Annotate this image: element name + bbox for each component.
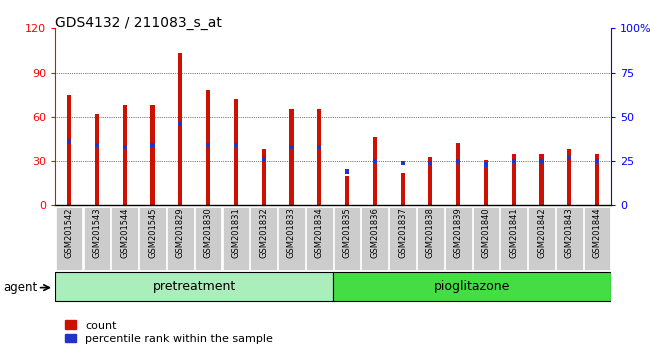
Bar (428, 156, 432, 205)
FancyBboxPatch shape (417, 207, 444, 270)
Text: GSM201836: GSM201836 (370, 207, 380, 258)
FancyBboxPatch shape (473, 207, 499, 270)
Text: GSM201839: GSM201839 (454, 207, 463, 258)
FancyBboxPatch shape (500, 207, 527, 270)
Legend: count, percentile rank within the sample: count, percentile rank within the sample (61, 316, 278, 348)
Bar (178, 122, 183, 126)
Bar (95, 143, 99, 147)
Bar (67, 95, 72, 205)
Bar (567, 155, 571, 160)
FancyBboxPatch shape (139, 207, 166, 270)
Text: GSM201835: GSM201835 (343, 207, 352, 258)
Bar (261, 149, 266, 205)
Bar (595, 154, 599, 205)
Text: GSM201841: GSM201841 (509, 207, 518, 258)
Bar (540, 159, 543, 163)
Bar (261, 157, 266, 161)
Text: GSM201840: GSM201840 (482, 207, 491, 258)
Text: GSM201834: GSM201834 (315, 207, 324, 258)
Bar (234, 99, 238, 205)
FancyBboxPatch shape (167, 207, 194, 270)
FancyBboxPatch shape (361, 207, 388, 270)
Text: GSM201830: GSM201830 (203, 207, 213, 258)
Bar (95, 114, 99, 205)
Text: agent: agent (3, 281, 38, 294)
Bar (123, 145, 127, 149)
Bar (317, 109, 321, 205)
FancyBboxPatch shape (584, 207, 610, 270)
Text: pioglitazone: pioglitazone (434, 280, 510, 293)
Bar (123, 105, 127, 205)
Bar (372, 159, 377, 163)
FancyBboxPatch shape (306, 207, 333, 270)
Text: GSM201837: GSM201837 (398, 207, 407, 258)
Bar (289, 109, 294, 205)
FancyBboxPatch shape (445, 207, 471, 270)
Bar (178, 53, 183, 205)
Bar (400, 173, 405, 205)
Text: GSM201844: GSM201844 (593, 207, 602, 258)
FancyBboxPatch shape (111, 207, 138, 270)
Text: pretreatment: pretreatment (153, 280, 236, 293)
Text: GSM201829: GSM201829 (176, 207, 185, 258)
FancyBboxPatch shape (333, 273, 611, 301)
Text: GSM201833: GSM201833 (287, 207, 296, 258)
FancyBboxPatch shape (556, 207, 582, 270)
Text: GSM201832: GSM201832 (259, 207, 268, 258)
FancyBboxPatch shape (250, 207, 277, 270)
FancyBboxPatch shape (528, 207, 555, 270)
Text: GSM201542: GSM201542 (64, 207, 73, 258)
Bar (456, 143, 460, 205)
Bar (428, 161, 432, 165)
FancyBboxPatch shape (333, 207, 360, 270)
Text: GSM201544: GSM201544 (120, 207, 129, 258)
Bar (234, 143, 238, 147)
Text: GDS4132 / 211083_s_at: GDS4132 / 211083_s_at (55, 16, 222, 30)
Bar (345, 176, 349, 205)
Bar (595, 159, 599, 163)
Bar (484, 162, 488, 167)
Text: GSM201545: GSM201545 (148, 207, 157, 258)
Bar (540, 154, 543, 205)
Bar (512, 154, 516, 205)
Bar (567, 149, 571, 205)
Bar (317, 145, 321, 149)
FancyBboxPatch shape (84, 207, 111, 270)
Text: GSM201838: GSM201838 (426, 207, 435, 258)
Bar (206, 90, 210, 205)
Bar (372, 137, 377, 205)
Bar (150, 143, 155, 147)
FancyBboxPatch shape (389, 207, 416, 270)
Bar (484, 160, 488, 205)
Text: GSM201843: GSM201843 (565, 207, 574, 258)
FancyBboxPatch shape (222, 207, 249, 270)
Bar (512, 159, 516, 163)
Bar (289, 145, 294, 149)
Text: GSM201831: GSM201831 (231, 207, 240, 258)
FancyBboxPatch shape (56, 207, 83, 270)
Bar (150, 105, 155, 205)
FancyBboxPatch shape (55, 273, 333, 301)
Bar (345, 170, 349, 174)
FancyBboxPatch shape (195, 207, 222, 270)
Text: GSM201842: GSM201842 (537, 207, 546, 258)
Bar (206, 143, 210, 147)
Bar (400, 161, 405, 165)
Bar (456, 159, 460, 163)
Text: GSM201543: GSM201543 (92, 207, 101, 258)
Bar (67, 139, 72, 144)
FancyBboxPatch shape (278, 207, 305, 270)
